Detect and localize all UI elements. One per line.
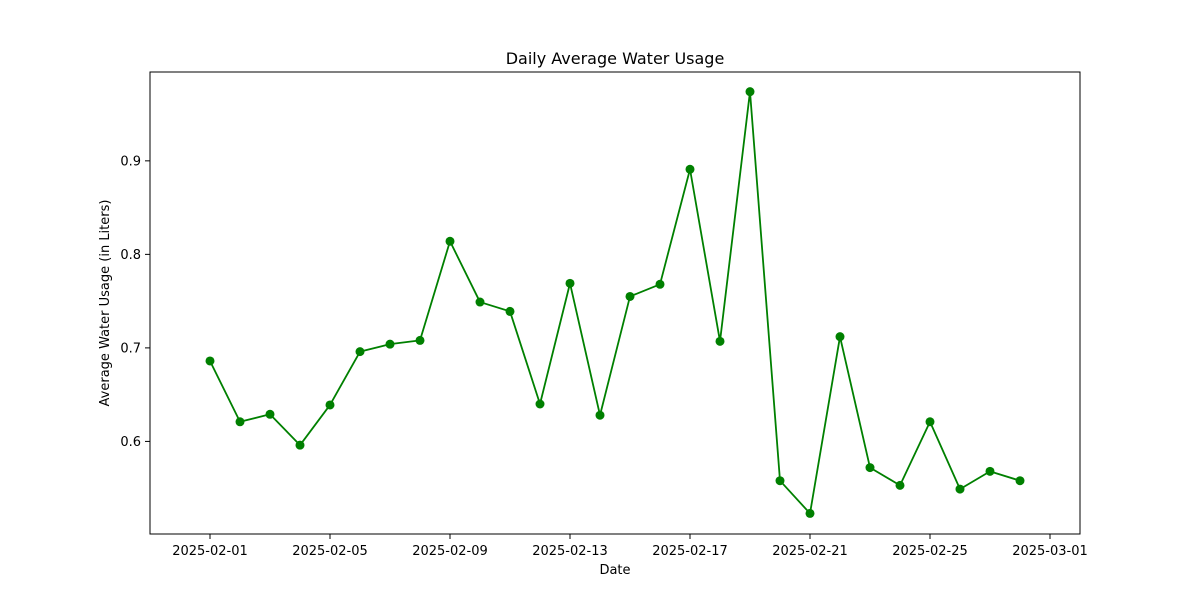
data-point	[625, 291, 635, 301]
y-tick-label: 0.7	[120, 341, 141, 356]
data-point	[715, 336, 725, 346]
x-tick-label: 2025-02-21	[772, 544, 848, 559]
data-point	[475, 297, 485, 307]
plot-area	[150, 72, 1080, 534]
data-point	[565, 278, 575, 288]
y-tick-label: 0.6	[120, 435, 141, 450]
data-point	[655, 279, 665, 289]
data-point	[925, 417, 935, 427]
x-axis-ticks: 2025-02-01 2025-02-05 2025-02-09 2025-02-13…	[172, 534, 1088, 559]
x-tick-label: 2025-02-09	[412, 544, 488, 559]
data-point	[1015, 476, 1025, 486]
x-tick-label: 2025-02-05	[292, 544, 368, 559]
data-point	[325, 400, 335, 410]
data-point	[955, 484, 965, 494]
data-point	[535, 399, 545, 409]
data-point	[415, 335, 425, 345]
series-line	[209, 90, 1021, 515]
series-layer	[205, 87, 1025, 518]
data-point	[835, 332, 845, 342]
data-point	[505, 306, 515, 316]
data-point	[445, 236, 455, 246]
data-point	[205, 356, 215, 366]
data-point	[235, 417, 245, 427]
data-point	[745, 87, 755, 97]
data-point	[295, 440, 305, 450]
x-tick-label: 2025-02-25	[892, 544, 968, 559]
data-point	[775, 476, 785, 486]
y-axis-ticks: 0.6 0.7 0.8 0.9	[120, 154, 150, 450]
data-point	[865, 463, 875, 473]
x-axis-label: Date	[599, 563, 630, 578]
data-point	[355, 347, 365, 357]
chart-title: Daily Average Water Usage	[506, 49, 725, 68]
x-tick-label: 2025-02-17	[652, 544, 728, 559]
data-point	[685, 164, 695, 174]
x-tick-label: 2025-02-01	[172, 544, 248, 559]
data-point	[895, 480, 905, 490]
plot-frame	[149, 71, 1081, 535]
y-tick-label: 0.8	[120, 248, 141, 263]
y-axis-label: Average Water Usage (in Liters)	[98, 200, 113, 407]
data-point	[595, 410, 605, 420]
x-tick-label: 2025-02-13	[532, 544, 608, 559]
data-point	[805, 508, 815, 518]
y-tick-label: 0.9	[120, 154, 141, 169]
data-point	[385, 339, 395, 349]
data-point	[265, 409, 275, 419]
data-point	[985, 466, 995, 476]
x-tick-label: 2025-03-01	[1012, 544, 1088, 559]
